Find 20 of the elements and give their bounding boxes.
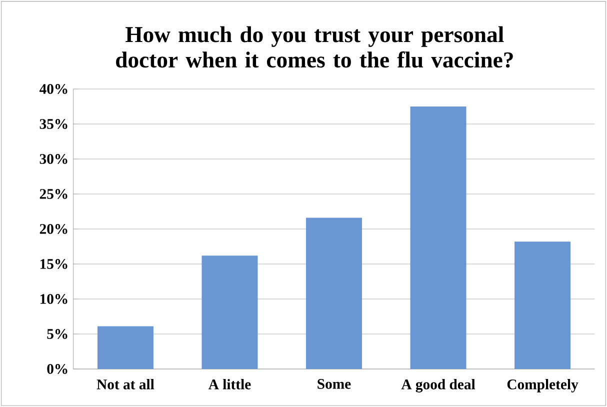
x-tick-label: Not at all bbox=[96, 379, 154, 390]
y-tick-label: 5% bbox=[47, 329, 68, 339]
y-tick-label: 20% bbox=[40, 224, 68, 234]
x-tick-label: Completely bbox=[507, 379, 578, 392]
chart-title: How much do you trust your personal doctor when it comes to the flu vaccine? bbox=[116, 26, 513, 68]
bar bbox=[514, 242, 571, 369]
y-tick-label: 10% bbox=[40, 294, 68, 304]
bar bbox=[97, 326, 154, 369]
y-tick-label: 0% bbox=[47, 364, 68, 374]
bar bbox=[202, 256, 258, 369]
x-tick-label: Some bbox=[318, 379, 351, 389]
y-tick-label: 35% bbox=[40, 119, 68, 129]
y-tick-label: 15% bbox=[40, 259, 68, 269]
y-tick-label: 40% bbox=[40, 84, 68, 94]
y-tick-label: 30% bbox=[40, 154, 68, 164]
y-tick-label: 25% bbox=[40, 189, 68, 199]
bar bbox=[306, 218, 362, 369]
x-tick-label: A good deal bbox=[401, 379, 476, 392]
x-tick-label: A little bbox=[208, 379, 251, 390]
bar bbox=[410, 106, 466, 369]
